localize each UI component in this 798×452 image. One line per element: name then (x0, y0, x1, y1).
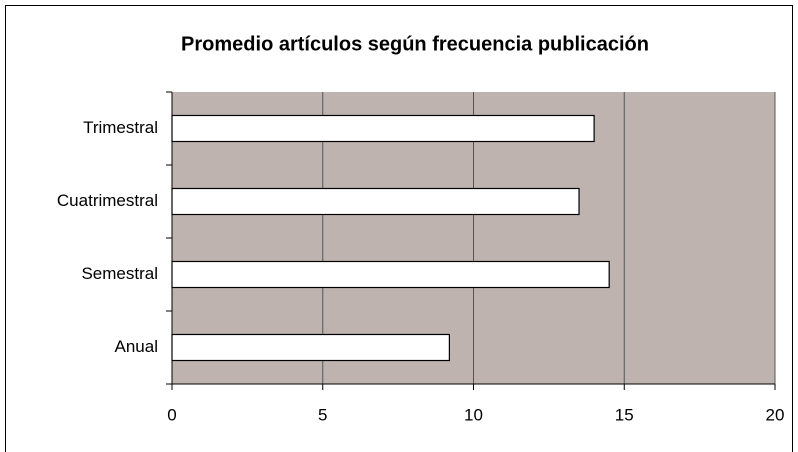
y-tick-label: Trimestral (83, 118, 158, 137)
y-tick-label: Cuatrimestral (57, 191, 158, 210)
y-tick-label: Semestral (81, 264, 158, 283)
bar (171, 187, 580, 216)
bar (171, 260, 610, 289)
bar (171, 114, 595, 143)
chart-title: Promedio artículos según frecuencia publ… (181, 33, 649, 55)
y-tick-label: Anual (115, 337, 158, 356)
bar (171, 333, 450, 362)
x-tick-label: 15 (615, 405, 634, 424)
x-tick-label: 20 (766, 405, 785, 424)
x-tick-label: 0 (167, 405, 176, 424)
x-tick-label: 10 (464, 405, 483, 424)
x-tick-label: 5 (318, 405, 327, 424)
